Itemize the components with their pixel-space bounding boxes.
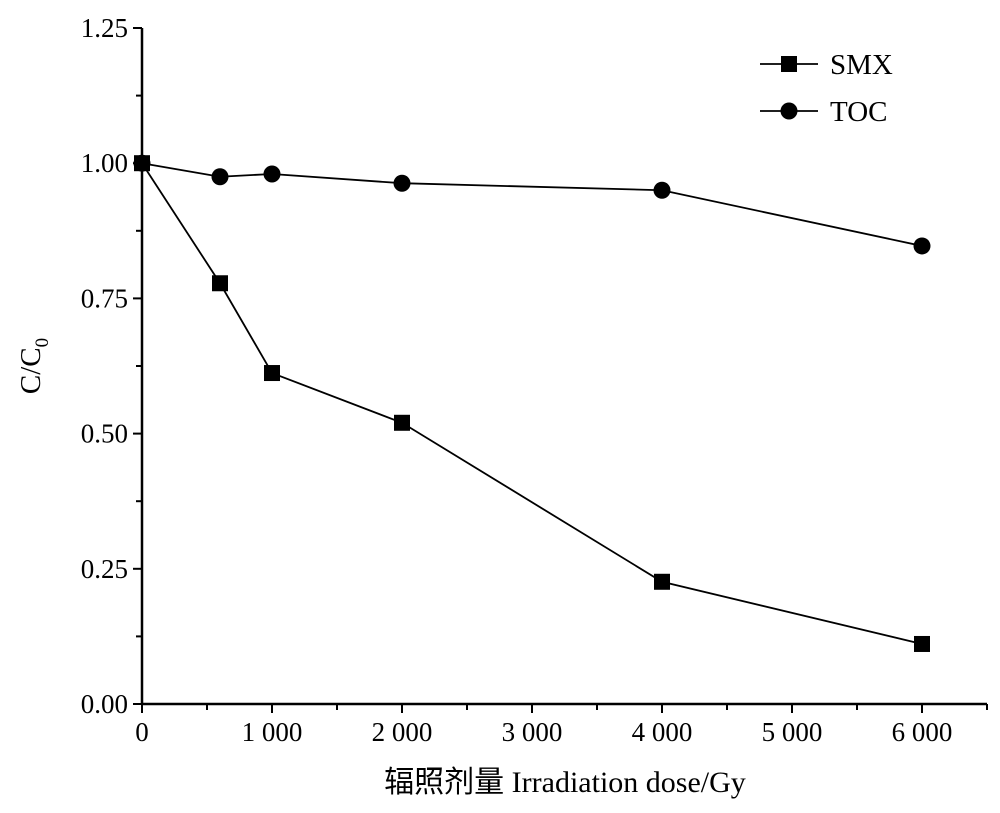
series-layer [133, 154, 931, 652]
y-tick-label: 0.75 [81, 283, 128, 313]
legend-smx-marker [781, 56, 797, 72]
toc-point [133, 154, 151, 172]
x-tick-label: 5 000 [762, 717, 823, 747]
y-axis-label-group: C/C0 [15, 338, 53, 394]
x-tick-label: 3 000 [502, 717, 563, 747]
x-axis-label: 辐照剂量 Irradiation dose/Gy [384, 766, 746, 799]
legend-toc-marker [780, 102, 798, 120]
x-tick-label: 6 000 [892, 717, 953, 747]
toc-point [913, 237, 931, 255]
x-tick-label: 2 000 [372, 717, 433, 747]
smx-point [654, 573, 670, 590]
toc-point [211, 168, 229, 186]
smx-point [264, 365, 280, 382]
axes: 0 1 000 2 000 3 000 4 000 5 000 6 000 0.00 0.25 0… [81, 13, 988, 747]
toc-point [393, 174, 411, 192]
y-tick-label: 1.00 [81, 148, 128, 178]
smx-line [141, 162, 923, 645]
toc-point [653, 181, 671, 199]
x-tick-label: 4 000 [632, 717, 693, 747]
legend-toc-label: TOC [830, 96, 887, 128]
y-tick-label: 0.50 [81, 419, 128, 449]
x-tick-label: 1 000 [242, 717, 303, 747]
y-axis-label: C/C0 [15, 338, 53, 394]
y-tick-label: 0.00 [81, 689, 128, 719]
toc-line [141, 162, 923, 247]
smx-point [914, 635, 930, 652]
y-axis-label-subscript: 0 [32, 338, 53, 348]
legend: SMX TOC [760, 49, 893, 128]
y-tick-label: 0.25 [81, 554, 128, 584]
legend-smx-label: SMX [830, 49, 893, 81]
y-tick-label: 1.25 [81, 13, 128, 43]
smx-point [394, 414, 410, 431]
toc-point [263, 165, 281, 183]
x-tick-label: 0 [135, 717, 149, 747]
smx-point [212, 275, 228, 292]
